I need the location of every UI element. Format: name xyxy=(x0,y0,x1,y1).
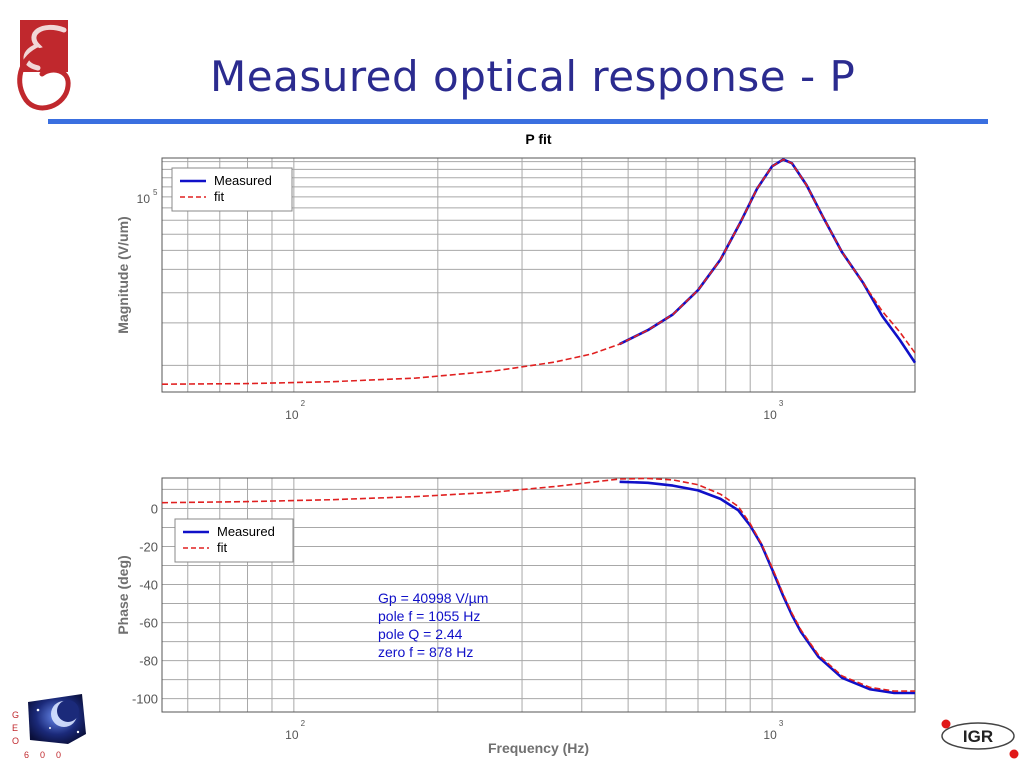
y-tick-label: 10 xyxy=(137,192,151,206)
fit-parameter-annotation: pole Q = 2.44 xyxy=(378,626,463,642)
legend-box xyxy=(174,518,294,563)
chart-phase: Phase (deg)Frequency (Hz)1021030-20-40-6… xyxy=(115,477,916,756)
logo-letter: 0 xyxy=(56,750,61,760)
igr-logo-icon: IGR xyxy=(941,719,1019,759)
series-line-fit xyxy=(161,158,916,385)
x-tick-label: 10 xyxy=(285,408,299,422)
x-tick-exponent: 3 xyxy=(779,719,784,728)
logo-letter: 6 xyxy=(24,750,29,760)
y-tick-label: -20 xyxy=(139,539,158,554)
x-tick-label: 10 xyxy=(763,728,777,742)
x-tick-exponent: 2 xyxy=(301,399,306,408)
x-tick-exponent: 3 xyxy=(779,399,784,408)
fit-parameter-annotation: pole f = 1055 Hz xyxy=(378,608,480,624)
y-tick-label: 0 xyxy=(151,501,158,516)
legend-label: Measured xyxy=(217,524,275,539)
logo-letter: 0 xyxy=(40,750,45,760)
plot-frame xyxy=(161,477,916,713)
chart-title: P fit xyxy=(525,131,552,147)
y-tick-exponent: 5 xyxy=(153,188,158,197)
y-tick-label: -100 xyxy=(132,692,158,707)
y-tick-label: -80 xyxy=(139,654,158,669)
series-line-measured xyxy=(619,480,915,695)
fit-parameter-annotation: zero f = 878 Hz xyxy=(378,644,473,660)
x-tick-exponent: 2 xyxy=(301,719,306,728)
y-axis-label: Magnitude (V/um) xyxy=(115,216,131,333)
logo-letter: E xyxy=(12,723,18,733)
logo-letter: G xyxy=(12,710,19,720)
igr-logo-text: IGR xyxy=(963,727,993,746)
logo-letter: O xyxy=(12,736,19,746)
series-line-measured xyxy=(619,158,917,364)
fit-parameter-annotation: Gp = 40998 V/µm xyxy=(378,590,488,606)
legend-label: Measured xyxy=(214,173,272,188)
x-tick-label: 10 xyxy=(285,728,299,742)
y-tick-label: -40 xyxy=(139,578,158,593)
title-underline xyxy=(48,119,988,124)
legend-box xyxy=(171,167,293,212)
series-line-fit xyxy=(161,477,915,692)
y-axis-label: Phase (deg) xyxy=(115,555,131,634)
y-tick-label: -60 xyxy=(139,616,158,631)
x-tick-label: 10 xyxy=(763,408,777,422)
geo600-space-logo-icon: G E O 6 0 0 xyxy=(12,694,86,760)
legend-label: fit xyxy=(214,189,225,204)
x-axis-label: Frequency (Hz) xyxy=(488,740,589,756)
plot-frame xyxy=(161,157,916,393)
geo600-swirl-logo-icon xyxy=(17,20,71,111)
slide-title: Measured optical response - P xyxy=(210,52,856,101)
legend-label: fit xyxy=(217,540,228,555)
